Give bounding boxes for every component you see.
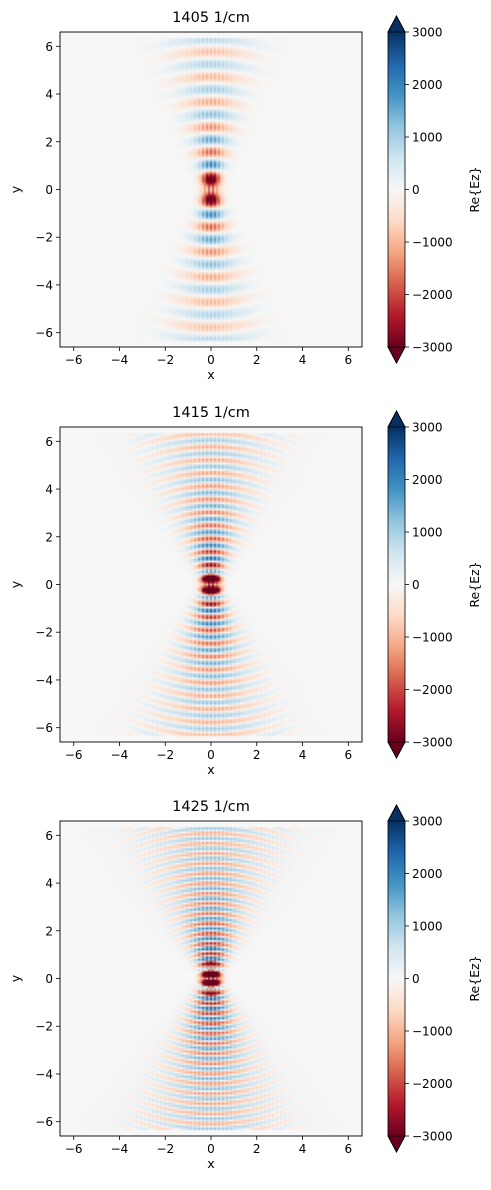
x-tick-label: −2 xyxy=(156,353,174,367)
heatmap-image xyxy=(60,32,362,347)
x-tick-label: −2 xyxy=(156,748,174,762)
x-tick-label: −6 xyxy=(65,748,83,762)
y-tick-label: −4 xyxy=(35,278,53,292)
x-tick-label: −6 xyxy=(65,1142,83,1156)
colorbar-tick-label: −2000 xyxy=(412,683,453,697)
x-tick-label: −4 xyxy=(111,1142,129,1156)
y-tick-label: 0 xyxy=(45,972,53,986)
x-tick-label: 2 xyxy=(253,353,261,367)
colorbar-tick-label: 2000 xyxy=(412,473,443,487)
colorbar-tick-label: −3000 xyxy=(412,736,453,750)
y-tick-label: 4 xyxy=(45,483,53,497)
colorbar-tick-label: −2000 xyxy=(412,1077,453,1091)
x-tick-label: −4 xyxy=(111,353,129,367)
y-tick-label: −6 xyxy=(35,326,53,340)
x-tick-label: 0 xyxy=(207,353,215,367)
x-axis-label: x xyxy=(207,762,214,777)
colorbar-tick-label: 2000 xyxy=(412,867,443,881)
colorbar-tick-label: 1000 xyxy=(412,526,443,540)
x-tick-label: 4 xyxy=(299,1142,307,1156)
y-tick-label: 6 xyxy=(45,829,53,843)
colorbar-tick-label: −3000 xyxy=(412,341,453,355)
y-tick-label: −2 xyxy=(35,626,53,640)
colorbar-tick-label: −2000 xyxy=(412,288,453,302)
heatmap-image xyxy=(60,821,362,1136)
colorbar-tick-label: −1000 xyxy=(412,1025,453,1039)
colorbar-label: Re{Ez} xyxy=(467,561,482,607)
x-tick-label: −2 xyxy=(156,1142,174,1156)
chart-panel-1: 1405 1/cm −6 −4 −2 0 2 4 6 −6 −4 −2 0 2 4 6 x y 3000 2000 1… xyxy=(8,10,482,382)
chart-title: 1405 1/cm xyxy=(172,10,250,26)
colorbar-tick-label: 3000 xyxy=(412,26,443,40)
x-tick-label: 2 xyxy=(253,748,261,762)
x-tick-label: 4 xyxy=(299,748,307,762)
colorbar-tick-label: −1000 xyxy=(412,631,453,645)
y-tick-label: 2 xyxy=(45,924,53,938)
colorbar-tick-label: −1000 xyxy=(412,236,453,250)
chart-title: 1415 1/cm xyxy=(172,405,250,421)
colorbar-tick-label: 2000 xyxy=(412,78,443,92)
y-tick-label: 6 xyxy=(45,40,53,54)
colorbar-label: Re{Ez} xyxy=(467,166,482,212)
colorbar-gradient xyxy=(388,427,405,742)
colorbar-tick-label: 3000 xyxy=(412,815,443,829)
y-axis-label: y xyxy=(8,185,23,193)
x-tick-label: 6 xyxy=(344,1142,352,1156)
x-axis-label: x xyxy=(207,367,214,382)
y-axis-label: y xyxy=(8,580,23,588)
y-tick-label: 2 xyxy=(45,135,53,149)
y-tick-label: −2 xyxy=(35,1020,53,1034)
y-tick-label: −4 xyxy=(35,1067,53,1081)
x-tick-label: 6 xyxy=(344,353,352,367)
y-tick-label: 0 xyxy=(45,578,53,592)
chart-panel-2: 1415 1/cm −6 −4 −2 0 2 4 6 −6 −4 −2 0 2 4 6 x y 3000 2000 1… xyxy=(8,405,482,777)
x-tick-label: 6 xyxy=(344,748,352,762)
y-tick-label: 2 xyxy=(45,530,53,544)
colorbar-label: Re{Ez} xyxy=(467,955,482,1001)
x-tick-label: 4 xyxy=(299,353,307,367)
x-tick-label: −6 xyxy=(65,353,83,367)
x-tick-label: 0 xyxy=(207,748,215,762)
colorbar-tick-label: 3000 xyxy=(412,421,443,435)
colorbar-tick-label: 1000 xyxy=(412,131,443,145)
y-tick-label: 4 xyxy=(45,88,53,102)
colorbar-gradient xyxy=(388,32,405,347)
colorbar-gradient xyxy=(388,821,405,1136)
colorbar-tick-label: 0 xyxy=(412,183,420,197)
chart-title: 1425 1/cm xyxy=(172,799,250,815)
colorbar-tick-label: 0 xyxy=(412,972,420,986)
chart-panel-3: 1425 1/cm −6 −4 −2 0 2 4 6 −6 −4 −2 0 2 4 6 x y 3000 2000 1… xyxy=(8,799,482,1171)
y-tick-label: −2 xyxy=(35,231,53,245)
heatmap-image xyxy=(60,427,362,742)
y-tick-label: 6 xyxy=(45,435,53,449)
y-tick-label: 4 xyxy=(45,877,53,891)
y-tick-label: 0 xyxy=(45,183,53,197)
colorbar-tick-label: 0 xyxy=(412,578,420,592)
x-tick-label: 2 xyxy=(253,1142,261,1156)
colorbar-tick-label: −3000 xyxy=(412,1130,453,1144)
y-tick-label: −4 xyxy=(35,673,53,687)
x-tick-label: 0 xyxy=(207,1142,215,1156)
colorbar-tick-label: 1000 xyxy=(412,920,443,934)
x-tick-label: −4 xyxy=(111,748,129,762)
y-tick-label: −6 xyxy=(35,1115,53,1129)
y-axis-label: y xyxy=(8,974,23,982)
x-axis-label: x xyxy=(207,1156,214,1171)
y-tick-label: −6 xyxy=(35,721,53,735)
